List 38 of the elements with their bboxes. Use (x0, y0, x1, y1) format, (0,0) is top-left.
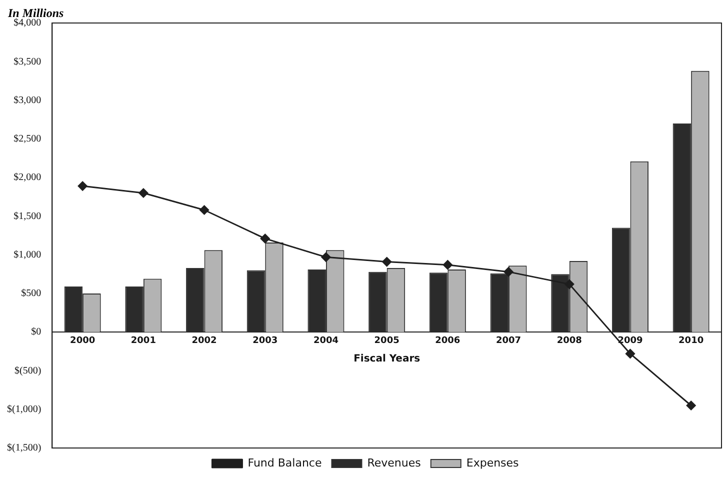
point (260, 234, 270, 244)
x-tick-label: 2002 (192, 336, 217, 346)
legend-label: Expenses (466, 456, 520, 470)
point (78, 181, 88, 191)
x-tick-label: 2008 (556, 336, 582, 346)
point (686, 400, 696, 410)
point (321, 252, 331, 262)
y-tick-label: $(500) (14, 365, 42, 376)
y-tick-label: $2,000 (14, 172, 42, 184)
y-tick-label: $1,000 (14, 249, 42, 260)
y-tick-label: $2,500 (14, 134, 42, 145)
y-tick-label: $4,000 (14, 18, 42, 29)
y-tick-label: $1,500 (14, 210, 42, 222)
point (200, 205, 210, 215)
point (504, 267, 514, 277)
y-tick-label: $(1,500) (6, 442, 42, 454)
x-tick-label: 2003 (252, 336, 278, 346)
x-tick-label: 2006 (435, 336, 460, 346)
x-tick-label: 2004 (313, 336, 339, 346)
y-tick-label: $0 (31, 326, 42, 338)
y-tick-label: $3,000 (14, 94, 42, 106)
x-tick-label: 2005 (374, 336, 400, 346)
point (382, 257, 392, 267)
x-tick-label: 2010 (678, 336, 704, 346)
point (625, 348, 635, 358)
x-tick-label: 2009 (618, 336, 643, 346)
x-tick-label: 2001 (130, 336, 156, 346)
legend-label: Fund Balance (248, 456, 322, 470)
legend-label: Revenues (367, 456, 422, 470)
y-tick-label: $3,500 (14, 56, 42, 68)
y-tick-label: $(1,000) (6, 404, 42, 415)
y-tick-label: $500 (21, 288, 42, 300)
point (564, 279, 574, 289)
x-axis-title: Fiscal Years (354, 353, 420, 364)
x-tick-label: 2000 (70, 336, 96, 346)
x-tick-label: 2007 (496, 336, 522, 346)
point (138, 188, 148, 198)
point (442, 260, 452, 270)
